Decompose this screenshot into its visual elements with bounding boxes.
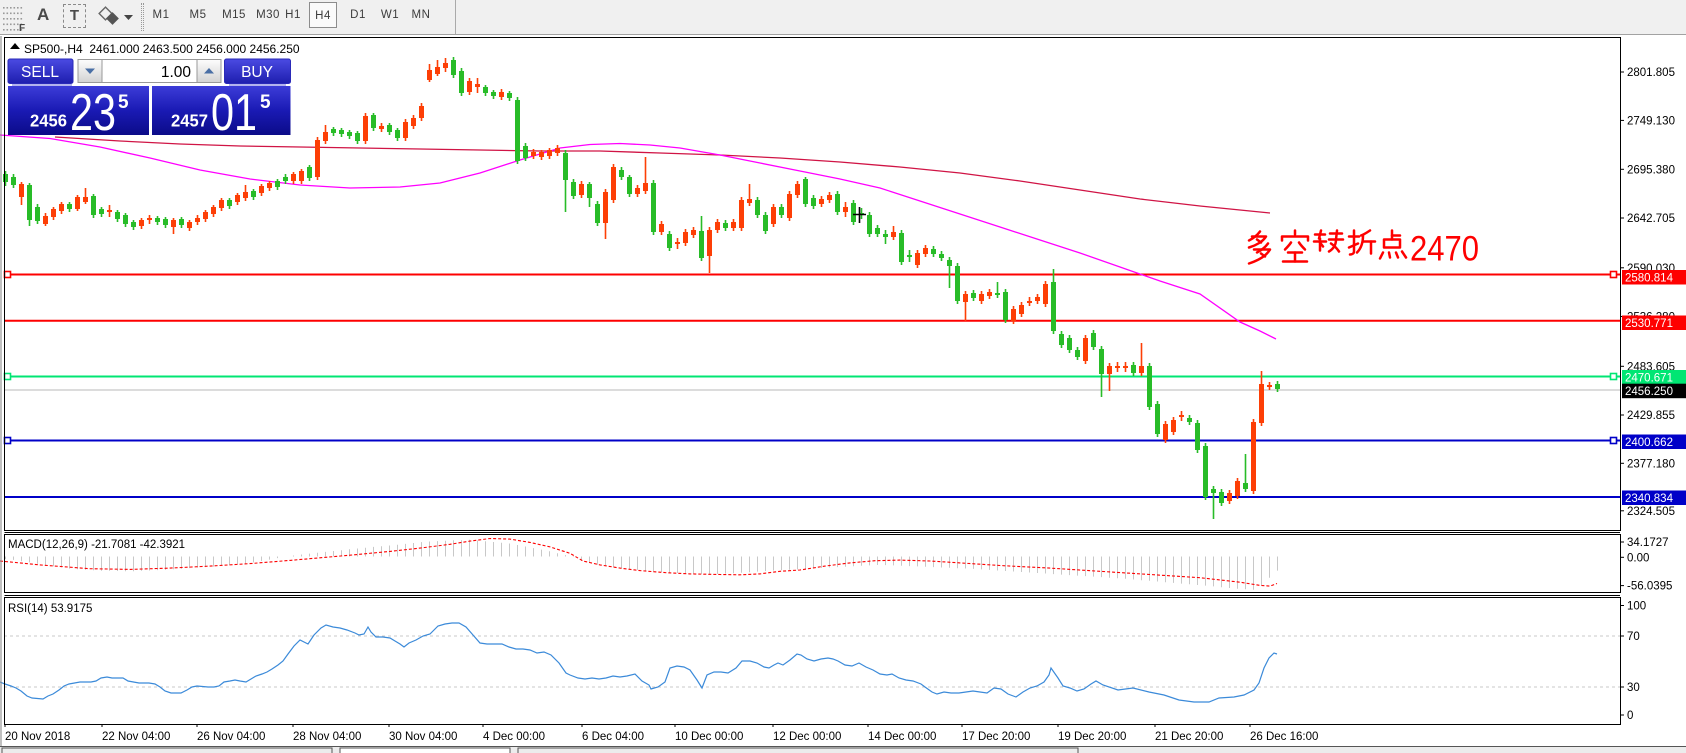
svg-text:23: 23	[70, 84, 116, 142]
svg-text:2400.662: 2400.662	[1625, 437, 1673, 449]
svg-text:12 Dec 00:00: 12 Dec 00:00	[773, 731, 841, 743]
svg-text:19 Dec 20:00: 19 Dec 20:00	[1058, 731, 1126, 743]
svg-text:-56.0395: -56.0395	[1627, 581, 1672, 593]
svg-text:26 Nov 04:00: 26 Nov 04:00	[197, 731, 265, 743]
svg-text:2457: 2457	[171, 111, 208, 131]
svg-text:2749.130: 2749.130	[1627, 115, 1675, 127]
svg-text:20 Nov 2018: 20 Nov 2018	[5, 731, 70, 743]
svg-text:21 Dec 20:00: 21 Dec 20:00	[1155, 731, 1223, 743]
svg-text:34.1727: 34.1727	[1627, 537, 1669, 549]
svg-text:10 Dec 00:00: 10 Dec 00:00	[675, 731, 743, 743]
svg-text:100: 100	[1627, 601, 1646, 613]
svg-text:2429.855: 2429.855	[1627, 410, 1675, 422]
svg-text:0.00: 0.00	[1627, 552, 1649, 564]
svg-text:2340.834: 2340.834	[1625, 493, 1674, 505]
svg-text:22 Nov 04:00: 22 Nov 04:00	[102, 731, 170, 743]
svg-text:2580.814: 2580.814	[1625, 273, 1674, 285]
svg-text:F: F	[19, 23, 25, 31]
svg-text:0: 0	[1627, 710, 1633, 722]
svg-text:30: 30	[1627, 682, 1640, 694]
svg-text:2377.180: 2377.180	[1627, 458, 1675, 470]
svg-text:MACD(12,26,9) -21.7081 -42.392: MACD(12,26,9) -21.7081 -42.3921	[8, 539, 185, 551]
svg-text:2324.505: 2324.505	[1627, 506, 1675, 518]
svg-text:70: 70	[1627, 631, 1640, 643]
svg-text:1.00: 1.00	[161, 64, 192, 81]
svg-text:2530.771: 2530.771	[1625, 318, 1673, 330]
svg-text:2470.671: 2470.671	[1625, 373, 1673, 385]
svg-text:5: 5	[118, 92, 129, 113]
svg-text:5: 5	[260, 92, 271, 113]
svg-text:SELL: SELL	[21, 64, 59, 81]
svg-text:2801.805: 2801.805	[1627, 67, 1675, 79]
svg-text:6 Dec 04:00: 6 Dec 04:00	[582, 731, 644, 743]
svg-text:SP500-,H4 2461.000 2463.500 2: SP500-,H4 2461.000 2463.500 2456.000 245…	[24, 42, 300, 56]
svg-text:4 Dec 00:00: 4 Dec 00:00	[483, 731, 545, 743]
svg-text:28 Nov 04:00: 28 Nov 04:00	[293, 731, 361, 743]
svg-text:2470: 2470	[1410, 230, 1479, 269]
svg-text:01: 01	[211, 84, 257, 142]
svg-text:2642.705: 2642.705	[1627, 213, 1675, 225]
svg-text:2695.380: 2695.380	[1627, 164, 1675, 176]
svg-text:17 Dec 20:00: 17 Dec 20:00	[962, 731, 1030, 743]
svg-text:14 Dec 00:00: 14 Dec 00:00	[868, 731, 936, 743]
svg-text:RSI(14) 53.9175: RSI(14) 53.9175	[8, 603, 92, 615]
svg-text:30 Nov 04:00: 30 Nov 04:00	[389, 731, 457, 743]
svg-text:26 Dec 16:00: 26 Dec 16:00	[1250, 731, 1318, 743]
svg-text:BUY: BUY	[241, 64, 273, 81]
svg-text:2456.250: 2456.250	[1625, 386, 1673, 398]
svg-text:2456: 2456	[30, 111, 67, 131]
